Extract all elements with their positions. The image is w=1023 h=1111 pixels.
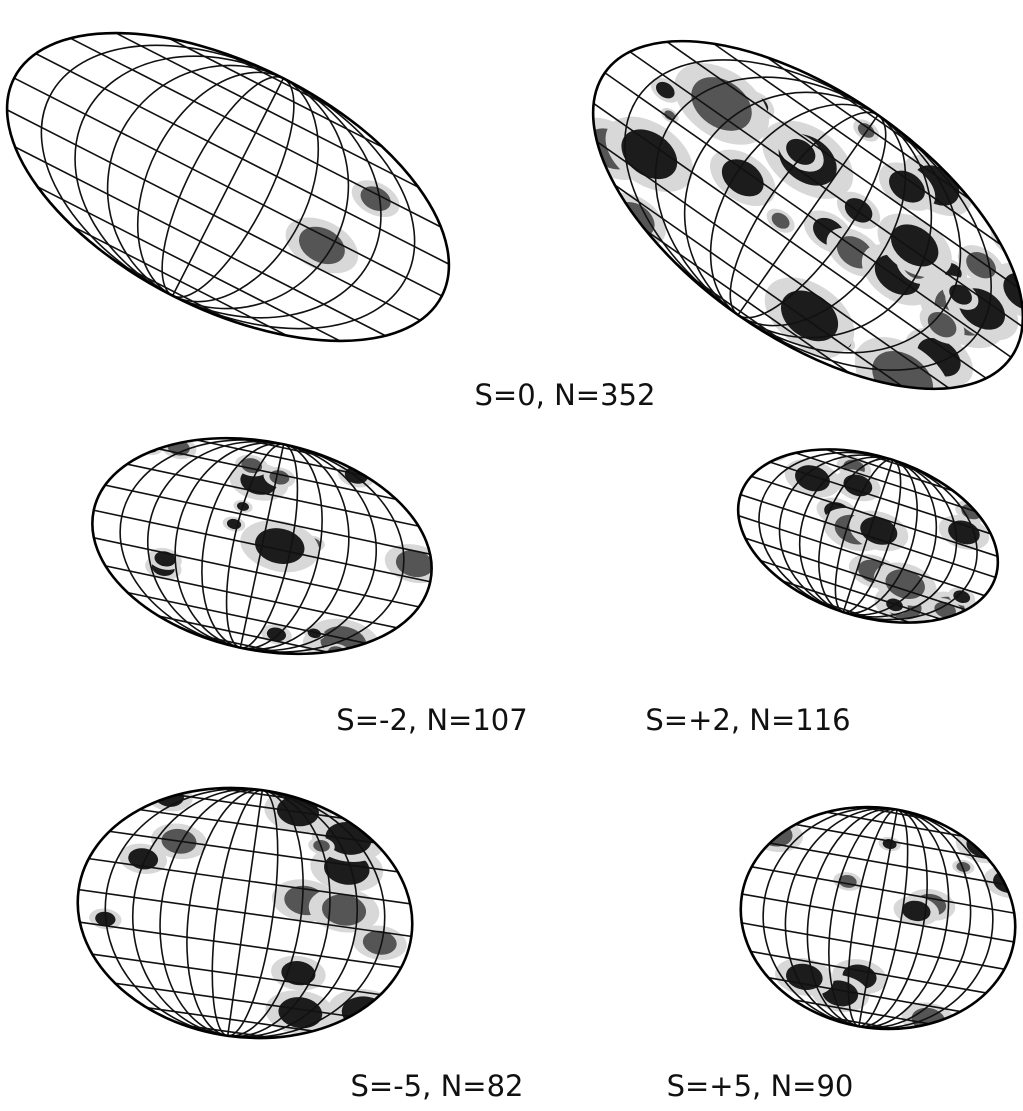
source-blob — [396, 470, 442, 507]
parallel — [823, 82, 928, 156]
sky-map — [711, 417, 1023, 655]
parallel — [630, 52, 1022, 327]
sky-map — [717, 785, 1023, 1052]
meridian — [723, 786, 1023, 1051]
source-blob — [387, 828, 403, 840]
source-blob — [688, 0, 744, 43]
parallel — [119, 264, 230, 320]
panel-label: S=-2, N=107 — [336, 703, 527, 737]
sky-map — [61, 762, 432, 1060]
meridian — [0, 0, 497, 405]
parallel — [92, 954, 380, 994]
panel-label: S=+2, N=116 — [645, 703, 850, 737]
parallel — [36, 54, 449, 264]
parallel — [226, 54, 337, 110]
parallel — [742, 894, 1014, 942]
parallel — [169, 38, 383, 147]
parallel — [7, 110, 420, 320]
parallel — [742, 923, 1005, 969]
source-blob — [0, 156, 10, 186]
sky-map — [0, 0, 497, 405]
panel-label: S=+5, N=90 — [667, 1069, 854, 1103]
parallel — [38, 187, 340, 341]
panel-label: S=-5, N=82 — [351, 1069, 524, 1103]
parallel — [752, 867, 1015, 913]
parallel — [116, 33, 418, 187]
figure: S=0, N=352 S=-2, N=107 S=+2, N=116 S=-5,… — [0, 0, 1023, 1111]
sky-maps — [0, 0, 1023, 1060]
parallel — [73, 227, 287, 336]
map-outline — [723, 786, 1023, 1051]
panel-label: S=0, N=352 — [475, 378, 656, 412]
source-blob — [777, 804, 793, 817]
map-outline — [0, 0, 497, 405]
sky-map — [72, 403, 464, 686]
parallel — [94, 510, 430, 582]
parallel — [239, 438, 326, 457]
